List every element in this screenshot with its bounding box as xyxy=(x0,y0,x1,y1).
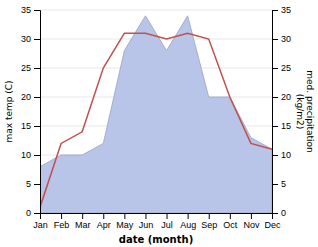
tick-label: 5 xyxy=(26,179,31,189)
tick-mark xyxy=(34,184,40,185)
tick-label: Oct xyxy=(223,220,238,230)
tick-mark xyxy=(34,126,40,127)
tick-label: 25 xyxy=(281,63,291,73)
tick: 20 xyxy=(21,92,40,102)
tick-label: 30 xyxy=(21,34,31,44)
tick-mark xyxy=(34,97,40,98)
tick-mark xyxy=(34,68,40,69)
tick-mark xyxy=(209,213,210,219)
y2-axis-title: med. precipitation(kg/m2) xyxy=(295,70,315,152)
tick: 5 xyxy=(272,179,286,189)
tick-mark xyxy=(34,39,40,40)
tick-label: Nov xyxy=(243,220,260,230)
tick: May xyxy=(116,213,134,230)
tick: 0 xyxy=(272,208,286,218)
tick-label: 0 xyxy=(26,208,31,218)
tick: 25 xyxy=(21,63,40,73)
tick: 15 xyxy=(21,121,40,131)
tick: Oct xyxy=(223,213,238,230)
tick-label: Jan xyxy=(33,220,48,230)
tick-mark xyxy=(34,213,40,214)
tick-mark xyxy=(272,155,278,156)
line xyxy=(40,33,272,207)
tick-label: Apr xyxy=(97,220,111,230)
tick: 0 xyxy=(26,208,40,218)
tick: 25 xyxy=(272,63,291,73)
y-axis-title: max temp (C) xyxy=(4,80,14,142)
tick-label: May xyxy=(116,220,134,230)
tick: Jun xyxy=(139,213,154,230)
tick: 10 xyxy=(21,150,40,160)
tick-label: 35 xyxy=(21,5,31,15)
axis-line xyxy=(41,214,273,220)
tick: 35 xyxy=(21,5,40,15)
grid xyxy=(40,10,272,213)
tick-label: 20 xyxy=(281,92,291,102)
tick-label: Feb xyxy=(54,220,70,230)
y2-axis-title-line: (kg/m2) xyxy=(295,94,305,129)
tick-mark xyxy=(272,10,278,11)
tick: Dec xyxy=(264,213,281,230)
tick-mark xyxy=(272,213,278,214)
tick: Nov xyxy=(243,213,260,230)
tick-mark xyxy=(103,213,104,219)
plot-area xyxy=(40,16,272,213)
tick-mark xyxy=(188,213,189,219)
tick-label: 10 xyxy=(281,150,291,160)
tick-mark xyxy=(272,97,278,98)
tick: Jul xyxy=(161,213,173,230)
grid-line xyxy=(40,10,272,11)
tick-label: Sep xyxy=(201,220,217,230)
tick-label: Aug xyxy=(180,220,196,230)
tick-label: Jun xyxy=(139,220,154,230)
x-axis: Jan Feb Mar Apr May Jun Jul Aug Sep Oct Nov Dec xyxy=(33,213,281,230)
tick: Aug xyxy=(180,213,196,230)
tick: 30 xyxy=(21,34,40,44)
tick: Mar xyxy=(75,213,91,230)
tick: 35 xyxy=(272,5,291,15)
tick-label: 25 xyxy=(21,63,31,73)
y2-axis-title-line: med. precipitation xyxy=(305,70,315,152)
tick-mark xyxy=(251,213,252,219)
tick-label: 15 xyxy=(21,121,31,131)
tick-mark xyxy=(272,184,278,185)
chart: JanFebMarAprMayJunJulAugSepOctNovDec0510… xyxy=(0,0,318,247)
tick: Apr xyxy=(97,213,111,230)
tick: 20 xyxy=(272,92,291,102)
tick-mark xyxy=(124,213,125,219)
axis-line xyxy=(34,11,41,214)
axis-line xyxy=(273,11,279,214)
tick: 5 xyxy=(26,179,40,189)
tick: 10 xyxy=(272,150,291,160)
tick-mark xyxy=(34,10,40,11)
tick-label: 0 xyxy=(281,208,286,218)
tick-mark xyxy=(82,213,83,219)
tick-label: 15 xyxy=(281,121,291,131)
tick: 30 xyxy=(272,34,291,44)
tick-mark xyxy=(167,213,168,219)
tick-mark xyxy=(272,68,278,69)
tick-mark xyxy=(272,39,278,40)
tick-mark xyxy=(145,213,146,219)
tick-label: Dec xyxy=(264,220,281,230)
tick-label: 10 xyxy=(21,150,31,160)
area xyxy=(40,16,272,213)
tick-mark xyxy=(34,155,40,156)
tick-label: 5 xyxy=(281,179,286,189)
y2-axis: 0 5 10 15 20 25 30 35 xyxy=(272,5,291,218)
y-axis: 0 5 10 15 20 25 30 35 xyxy=(21,5,41,218)
tick-label: 30 xyxy=(281,34,291,44)
tick: 15 xyxy=(272,121,291,131)
tick-mark xyxy=(272,126,278,127)
tick: Feb xyxy=(54,213,70,230)
tick-mark xyxy=(230,213,231,219)
tick: Sep xyxy=(201,213,217,230)
tick-label: 35 xyxy=(281,5,291,15)
tick-label: 20 xyxy=(21,92,31,102)
x-axis-title: date (month) xyxy=(119,234,193,245)
tick-label: Jul xyxy=(161,220,173,230)
tick-label: Mar xyxy=(75,220,91,230)
tick: Jan xyxy=(33,213,48,230)
tick-mark xyxy=(61,213,62,219)
